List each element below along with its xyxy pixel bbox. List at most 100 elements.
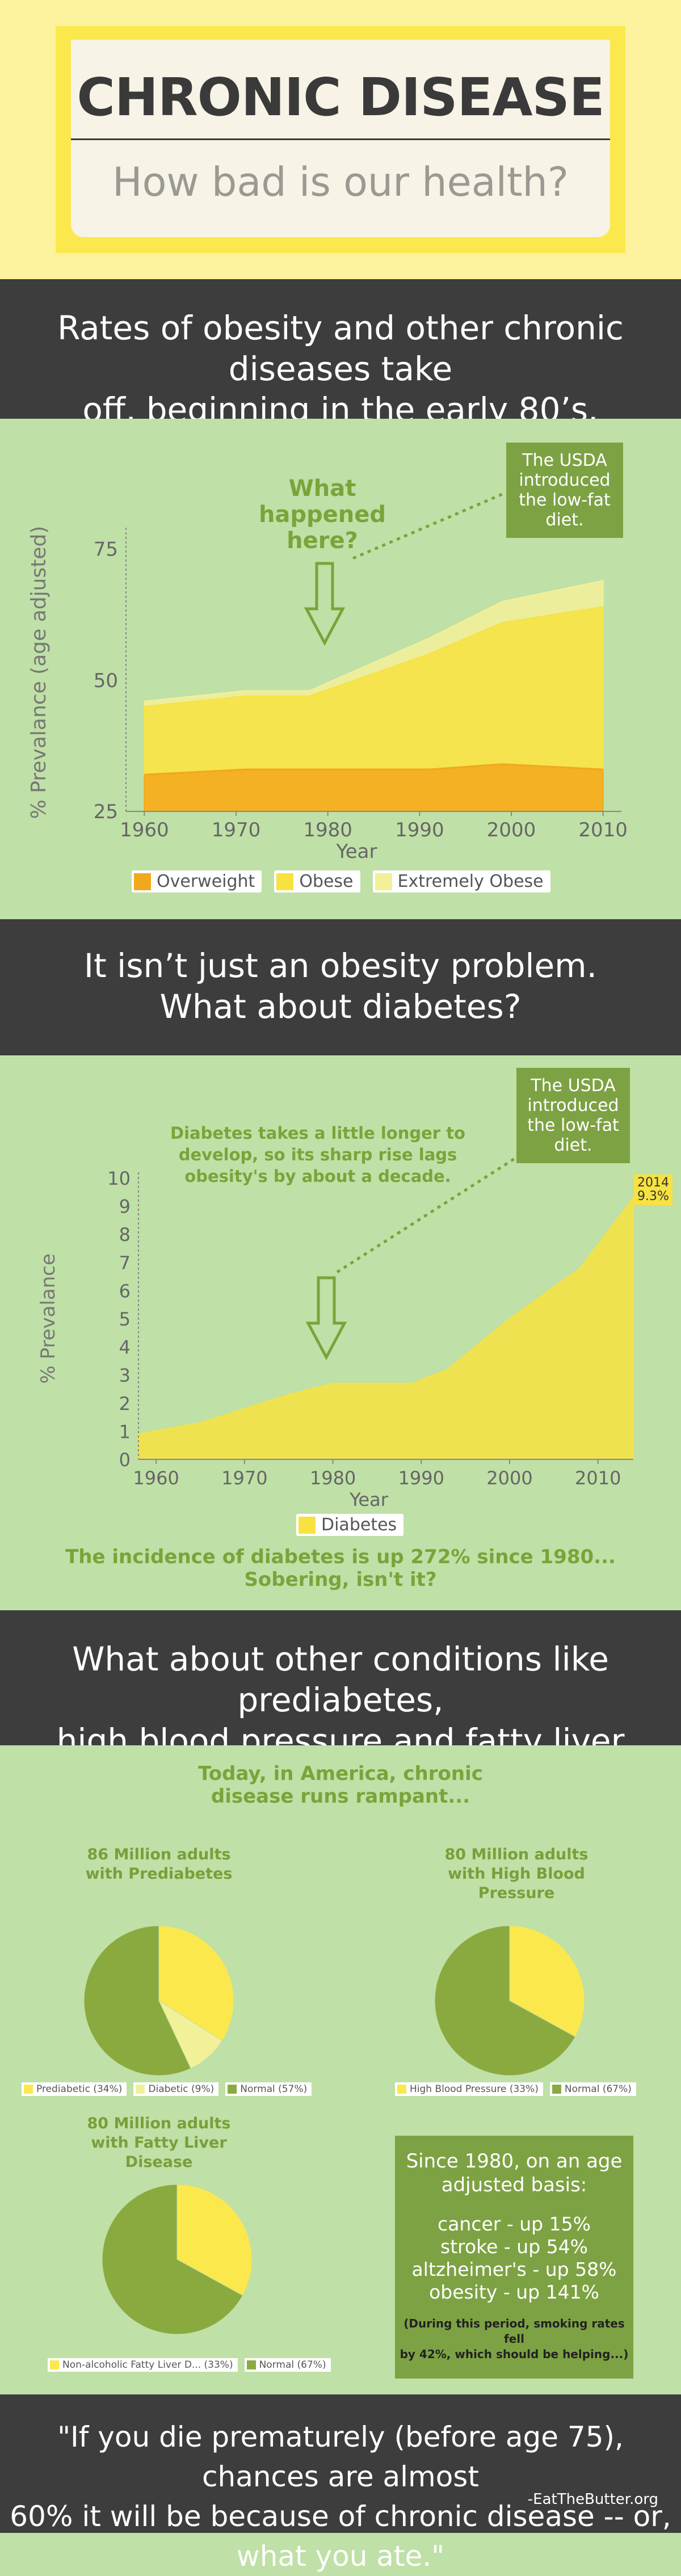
legend-label: Normal (57%) [240, 2083, 308, 2095]
x-tick-label: 1990 [395, 819, 444, 841]
prediabetes-pie-slice [158, 1925, 234, 2042]
note-line: here? [287, 528, 358, 554]
legend-item: High Blood Pressure (33%) [395, 2082, 543, 2096]
x-tick-label: 1960 [120, 819, 169, 841]
title-divider [71, 138, 610, 140]
fact-line: adjusted basis: [441, 2174, 587, 2196]
quote-band: "If you die prematurely (before age 75),… [0, 2394, 681, 2573]
usda-line: The USDA [531, 1076, 616, 1096]
pie-title-line: 80 Million adults [444, 1846, 588, 1863]
page-subtitle: How bad is our health? [112, 159, 569, 205]
usda-line: diet. [554, 1135, 592, 1155]
x-tick-label: 1960 [133, 1467, 179, 1489]
source-credit: -EatTheButter.org [527, 2491, 658, 2508]
fatty-liver-legend: Non-alcoholic Fatty Liver D... (33%) Nor… [48, 2358, 331, 2372]
y-axis-title: % Prevalance [37, 1253, 60, 1384]
obesity-legend: Overweight Obese Extremely Obese [132, 870, 550, 893]
x-tick-label: 2000 [487, 819, 536, 841]
hbp-legend: High Blood Pressure (33%) Normal (67%) [395, 2082, 636, 2096]
diabetes-chart-section: 0 1 2 3 4 5 6 7 8 9 10 1960 1970 1980 1990 2000 2010 Year… [0, 1055, 681, 1610]
hbp-pie-slice [509, 1925, 585, 2038]
usda-line: The USDA [522, 451, 607, 470]
swatch [136, 2085, 145, 2094]
y-tick-label: 7 [119, 1252, 131, 1274]
y-tick-label: 25 [94, 801, 118, 823]
legend-diabetes: Diabetes [296, 1514, 404, 1536]
legend-item: Normal (67%) [244, 2358, 331, 2372]
obesity-chart: 25 50 75 1960 1970 1980 1990 2000 2010 Year % Prev… [27, 491, 628, 863]
legend-label: Normal (67%) [564, 2083, 632, 2095]
fact-note-line: by 42%, which should be helping...) [400, 2347, 629, 2361]
header-card: CHRONIC DISEASE How bad is our health? [71, 40, 610, 237]
conditions-section: Today, in America, chronic disease runs … [0, 1745, 681, 2394]
obesity-chart-section: 25 50 75 1960 1970 1980 1990 2000 2010 Year % Prev… [0, 419, 681, 919]
callout-leader-line [336, 1156, 518, 1274]
pie-title-line: with Prediabetes [85, 1865, 233, 1883]
usda-line: introduced [519, 470, 611, 490]
y-tick-label: 0 [119, 1449, 131, 1471]
diabetes-legend: Diabetes [296, 1514, 404, 1536]
conditions-headline: Today, in America, chronic disease runs … [114, 1762, 568, 1808]
hbp-pie-title: 80 Million adults with High Blood Pressu… [414, 1845, 619, 1903]
fact-obesity: obesity - up 141% [429, 2281, 599, 2303]
x-tick-label: 1990 [398, 1467, 444, 1489]
factbox-note: (During this period, smoking rates fell … [395, 2316, 633, 2362]
usda-line: introduced [527, 1096, 619, 1116]
pie-title-line: with High Blood Pressure [448, 1865, 585, 1902]
obese-swatch [276, 873, 294, 890]
down-arrow-icon [305, 1276, 347, 1361]
y-axis-title: % Prevalance (age adjusted) [27, 526, 51, 819]
swatch [552, 2085, 561, 2094]
legend-item: Normal (67%) [549, 2082, 636, 2096]
usda-line: the low-fat [519, 490, 611, 510]
y-tick-label: 9 [119, 1196, 131, 1218]
fact-line: Since 1980, on an age [406, 2150, 623, 2173]
legend-label: Diabetes [321, 1515, 397, 1535]
band1-line1: Rates of obesity and other chronic disea… [57, 309, 624, 388]
conditions-heading-band: What about other conditions like prediab… [0, 1610, 681, 1801]
fact-stroke: stroke - up 54% [440, 2236, 588, 2258]
diabetes-swatch [299, 1516, 316, 1534]
series-area-obese [144, 606, 604, 812]
quote-line1: "If you die prematurely (before age 75),… [57, 2421, 624, 2493]
prediabetes-pie-slice [83, 1925, 191, 2076]
legend-label: High Blood Pressure (33%) [410, 2083, 539, 2095]
legend-label: Normal (67%) [259, 2359, 326, 2371]
note-line: The incidence of diabetes is up 272% sin… [65, 1546, 616, 1568]
pie-title-line: 80 Million adults [87, 2115, 231, 2132]
pie-title-line: 86 Million adults [87, 1846, 231, 1863]
note-line: Sobering, isn't it? [244, 1568, 437, 1591]
fatty-liver-pie-title: 80 Million adults with Fatty Liver Disea… [74, 2114, 244, 2172]
y-tick-label: 50 [94, 670, 118, 692]
extremely-obese-swatch [375, 873, 392, 890]
x-tick-label: 1970 [212, 819, 261, 841]
pie-charts [83, 1925, 585, 2335]
usda-line: diet. [545, 510, 584, 530]
x-axis-title: Year [336, 840, 377, 863]
down-arrow-icon [304, 562, 346, 646]
y-tick-label: 10 [107, 1168, 131, 1189]
legend-overweight: Overweight [132, 870, 262, 893]
headline-line: Today, in America, chronic [198, 1762, 483, 1785]
legend-label: Obese [299, 872, 354, 891]
since-1980-factbox: Since 1980, on an age adjusted basis: ca… [395, 2136, 633, 2379]
page-title: CHRONIC DISEASE [77, 67, 604, 128]
x-tick-label: 1970 [221, 1467, 267, 1489]
headline-line: disease runs rampant... [211, 1785, 470, 1808]
fatty-liver-pie-slice [176, 2184, 253, 2296]
y-tick-label: 2 [119, 1393, 131, 1415]
fact-note-line: (During this period, smoking rates fell [403, 2317, 625, 2346]
x-tick-label: 1980 [310, 1467, 356, 1489]
series-area-diabetes [138, 1196, 634, 1460]
callout-value: 9.3% [637, 1189, 669, 1203]
lag-note: Diabetes takes a little longer to develo… [170, 1122, 465, 1187]
y-tick-label: 4 [119, 1337, 131, 1358]
swatch [24, 2085, 33, 2094]
diabetes-chart: 0 1 2 3 4 5 6 7 8 9 10 1960 1970 1980 1990 2000 2010 Year… [37, 1156, 634, 1510]
header: CHRONIC DISEASE How bad is our health? [0, 0, 681, 279]
factbox-intro: Since 1980, on an age adjusted basis: [395, 2149, 633, 2197]
swatch [246, 2360, 256, 2369]
legend-item: Normal (57%) [225, 2082, 312, 2096]
y-tick-label: 5 [119, 1308, 131, 1330]
prediabetes-pie-title: 86 Million adults with Prediabetes [74, 1845, 244, 1884]
